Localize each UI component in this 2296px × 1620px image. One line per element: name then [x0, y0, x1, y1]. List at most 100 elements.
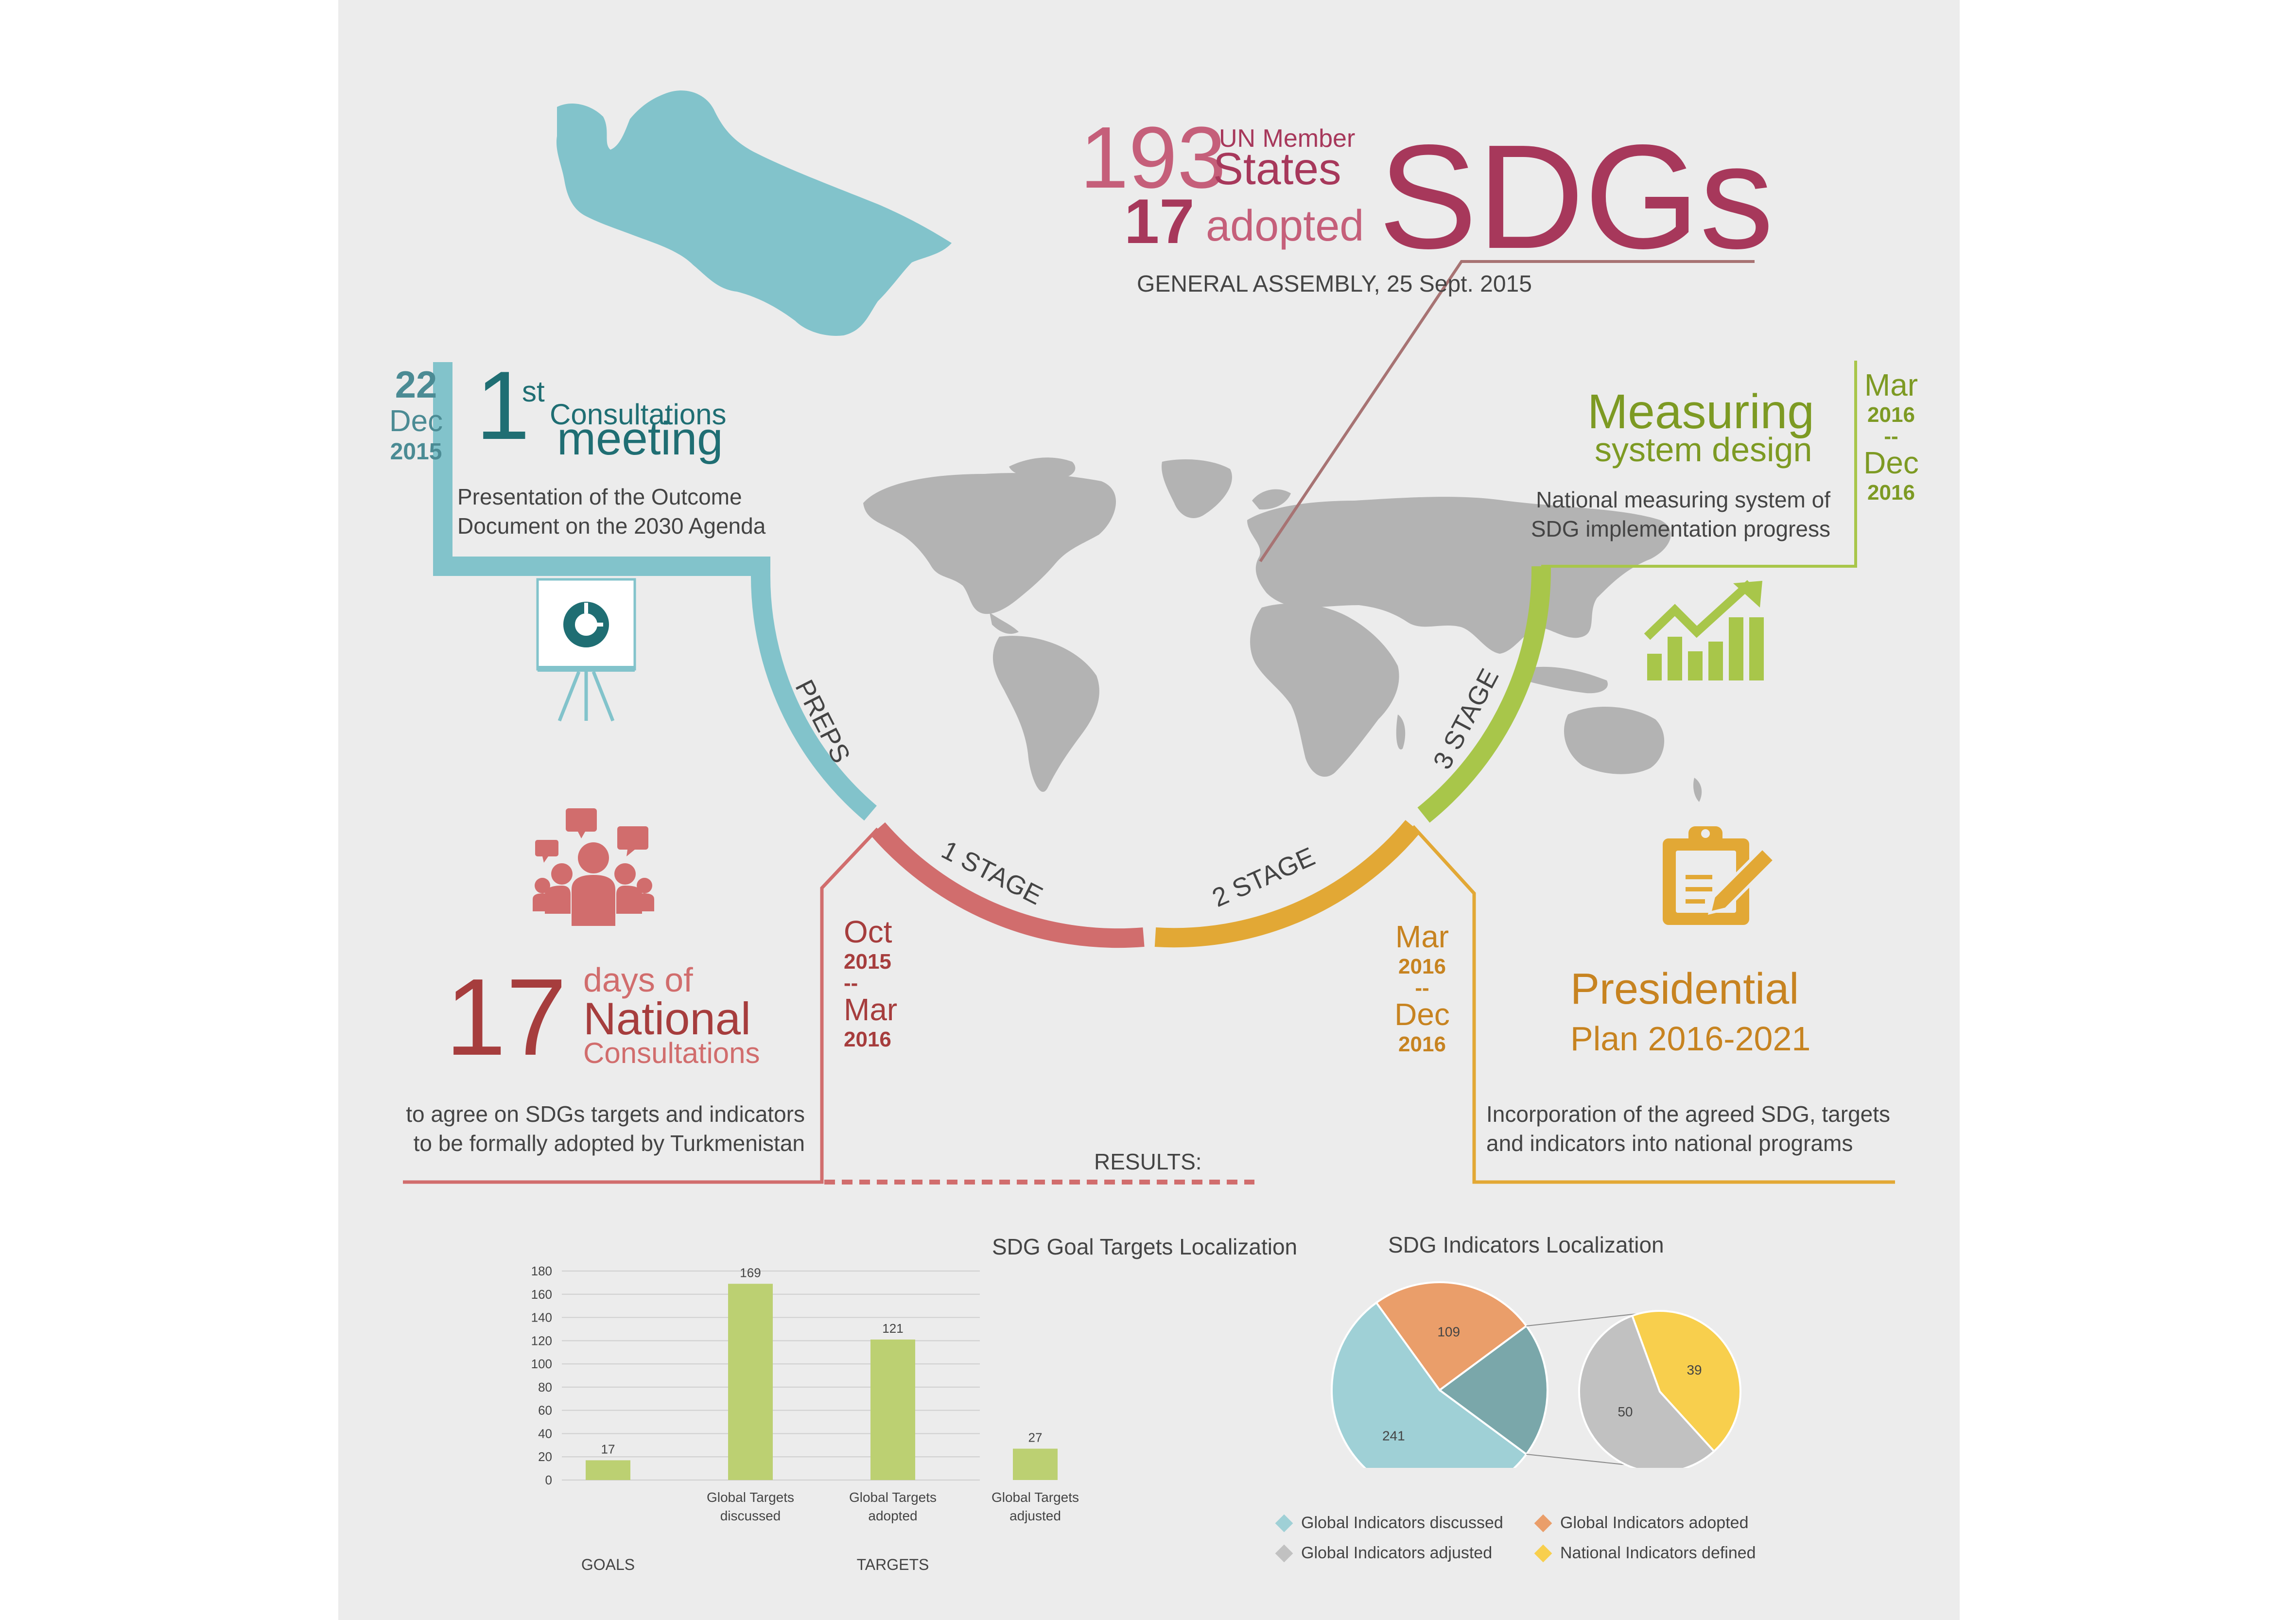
stage3-frame: [1541, 361, 1857, 568]
category-label: adopted: [868, 1508, 917, 1523]
measuring-description: National measuring system of SDG impleme…: [1529, 485, 1830, 543]
y-tick-label: 20: [538, 1449, 552, 1464]
graphics-layer: [403, 90, 1895, 1185]
legend-swatch-national: [1534, 1544, 1552, 1562]
measuring-title: Measuring: [1587, 384, 1814, 439]
sub-pie-value-label: 39: [1687, 1362, 1702, 1377]
first-meeting-month: Dec: [389, 404, 443, 438]
presidential-plan: Plan 2016-2021: [1570, 1020, 1811, 1058]
general-assembly-leader-line: [1259, 260, 1755, 562]
category-label: adjusted: [1009, 1508, 1061, 1523]
stage3-arc: [1417, 566, 1551, 823]
results-label: RESULTS:: [1094, 1149, 1202, 1174]
measuring-to-month: Dec: [1863, 445, 1919, 480]
stage1-to-month: Mar: [844, 992, 898, 1027]
stage2-frame: [1411, 825, 1895, 1184]
first-meeting-number: 1: [476, 351, 530, 460]
y-tick-label: 120: [531, 1333, 552, 1348]
national-desc-line2: to be formally adopted by Turkmenistan: [413, 1131, 805, 1156]
main-pie-slice: [1331, 1301, 1528, 1468]
measuring-from-year: 2016: [1867, 403, 1915, 427]
sub-pie-slice: [1631, 1310, 1741, 1453]
member-states-count: 193: [1080, 109, 1226, 207]
stage2-from-month: Mar: [1395, 919, 1449, 954]
bar: [870, 1339, 915, 1480]
presidential-desc-line1: Incorporation of the agreed SDG, targets: [1486, 1101, 1891, 1127]
bar-chart: 180 160 140 120 100 80 60 40 20 0 17 169 Global Targ…: [531, 1264, 1079, 1573]
legend-item-national: National Indicators defined: [1534, 1544, 1756, 1563]
presentation-board-icon: [536, 578, 636, 722]
main-pie-value-label: 109: [1437, 1324, 1460, 1339]
presidential-description: Incorporation of the agreed SDG, targets…: [1486, 1099, 1890, 1158]
stage2-arc: [1154, 820, 1421, 948]
first-meeting-consultations: Consultations: [550, 398, 727, 431]
presidential-desc-line2: and indicators into national programs: [1486, 1131, 1853, 1156]
group-label-goals: GOALS: [581, 1556, 635, 1573]
national-title: National: [583, 993, 751, 1044]
measuring-dates: Mar 2016 -- Dec 2016: [1852, 369, 1930, 504]
stage2-from-year: 2016: [1398, 955, 1446, 978]
legend-swatch-discussed: [1275, 1514, 1293, 1532]
sub-pie-slice: [1578, 1314, 1716, 1468]
measuring-to-year: 2016: [1867, 481, 1915, 505]
world-map: [863, 457, 1702, 802]
bar-value-label: 17: [601, 1442, 615, 1456]
main-pie-slice: [1375, 1281, 1528, 1392]
bar-chart-title: SDG Goal Targets Localization: [992, 1234, 1298, 1259]
stage1-arc: [870, 822, 1145, 948]
stage1-to-year: 2016: [844, 1028, 891, 1051]
legend-item-adjusted: Global Indicators adjusted: [1275, 1544, 1492, 1563]
adopted-label: adopted: [1206, 202, 1364, 250]
stage2-to-year: 2016: [1398, 1032, 1446, 1056]
national-desc-line1: to agree on SDGs targets and indicators: [406, 1101, 805, 1127]
stage2-to-month: Dec: [1394, 997, 1450, 1032]
preps-arc: [433, 362, 877, 821]
pie-of-pie-chart: 241 109 39 50: [1331, 1281, 1741, 1468]
y-tick-label: 80: [538, 1380, 552, 1394]
measuring-from-month: Mar: [1864, 367, 1918, 402]
stage1-frame: [403, 827, 879, 1184]
bar: [586, 1460, 630, 1480]
sdgs-title: SDGs: [1378, 114, 1774, 279]
connector-line: [1526, 1454, 1626, 1465]
national-description: to agree on SDGs targets and indicators …: [382, 1099, 805, 1158]
national-days-number: 17: [445, 956, 567, 1078]
stage1-dates: Oct 2015 -- Mar 2016: [844, 916, 897, 1050]
sub-pie-value-label: 50: [1618, 1404, 1633, 1419]
measuring-subtitle: system design: [1595, 431, 1812, 469]
infographic-poster: 193 UN Member States 17 adopted SDGs GEN…: [338, 0, 1960, 1620]
legend-label-national: National Indicators defined: [1560, 1544, 1756, 1562]
turkmenistan-map: [556, 90, 952, 336]
main-pie-slice: [1438, 1324, 1548, 1456]
clipboard-icon: [1663, 826, 1777, 925]
legend-item-discussed: Global Indicators discussed: [1275, 1514, 1503, 1533]
first-meeting-superscript: st: [522, 375, 545, 408]
y-tick-label: 60: [538, 1403, 552, 1418]
category-label: Global Targets: [707, 1490, 794, 1505]
measuring-date-sep: --: [1884, 424, 1898, 448]
first-meeting-day: 22: [395, 363, 437, 406]
legend-label-discussed: Global Indicators discussed: [1301, 1514, 1503, 1532]
bar-value-label: 121: [882, 1321, 903, 1336]
category-label: Global Targets: [849, 1490, 937, 1505]
presidential-title: Presidential: [1570, 965, 1799, 1013]
bar: [728, 1284, 773, 1480]
national-consultations: Consultations: [583, 1037, 760, 1069]
y-tick-label: 140: [531, 1310, 552, 1325]
connector-line: [1526, 1313, 1639, 1326]
first-meeting-desc-line1: Presentation of the Outcome: [457, 484, 742, 509]
first-meeting-title: meeting: [557, 413, 723, 465]
group-label-targets: TARGETS: [857, 1556, 929, 1573]
first-meeting-date: 22 Dec 2015: [367, 366, 465, 464]
stage2-dates: Mar 2016 -- Dec 2016: [1388, 921, 1456, 1055]
first-meeting-desc-line2: Document on the 2030 Agenda: [457, 513, 766, 539]
legend-swatch-adopted: [1534, 1514, 1552, 1532]
category-label: discussed: [720, 1508, 781, 1523]
legend-swatch-adjusted: [1275, 1544, 1293, 1562]
stage2-sep: --: [1415, 976, 1429, 1000]
states-label: States: [1213, 143, 1341, 194]
first-meeting-description: Presentation of the Outcome Document on …: [457, 482, 765, 540]
category-label: Global Targets: [991, 1490, 1079, 1505]
y-tick-label: 0: [545, 1473, 552, 1487]
un-member-label: UN Member: [1219, 124, 1356, 153]
